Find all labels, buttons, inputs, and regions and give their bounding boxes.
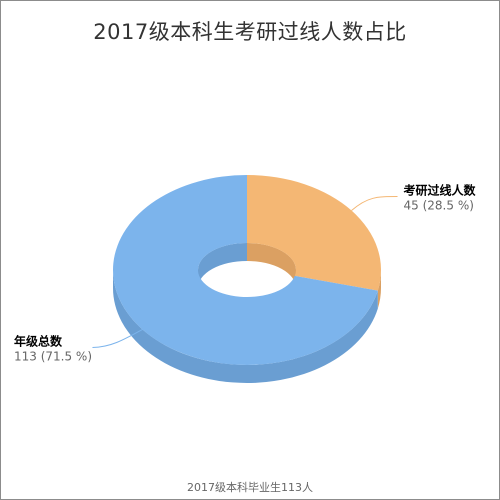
slice-label-value-0: 45 (28.5 %) — [404, 199, 474, 213]
slice-label-value-1: 113 (71.5 %) — [14, 349, 92, 363]
slice-0[interactable] — [247, 175, 381, 291]
slice-connector-0 — [352, 197, 398, 211]
slice-label-name-0: 考研过线人数 — [404, 183, 477, 198]
donut-layer — [113, 175, 381, 383]
chart-caption: 2017级本科毕业生113人 — [0, 479, 500, 495]
slice-label-name-1: 年级总数 — [14, 333, 63, 348]
